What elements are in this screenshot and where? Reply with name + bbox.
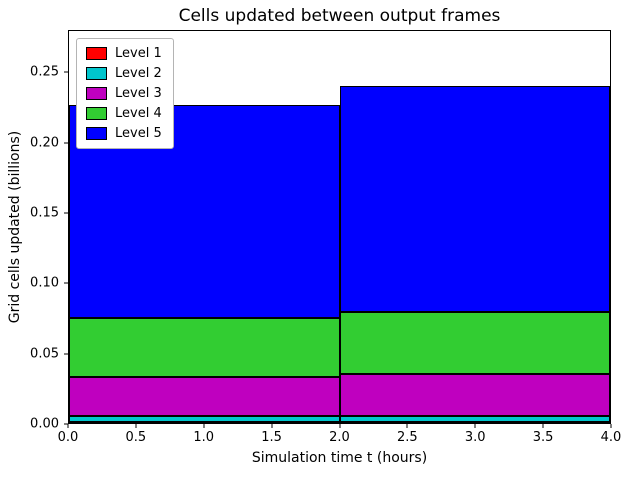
x-tick-label: 2.0 (329, 430, 350, 445)
y-tick-mark (64, 142, 68, 144)
legend-swatch-icon (86, 127, 107, 140)
bar-1-segment-level-3 (69, 376, 340, 417)
y-tick-mark (64, 71, 68, 73)
bar-1-segment-level-2 (69, 416, 340, 422)
legend-label: Level 4 (115, 106, 162, 121)
y-axis-ticks: 0.00 0.05 0.10 0.15 0.20 0.25 (0, 30, 68, 432)
y-tick-mark (64, 423, 68, 425)
legend-label: Level 2 (115, 66, 162, 81)
legend-label: Level 5 (115, 126, 162, 141)
x-tick-label: 0.0 (57, 430, 79, 445)
x-tick-mark (339, 424, 340, 428)
x-tick-label: 1.0 (193, 430, 215, 445)
chart-title: Cells updated between output frames (178, 6, 501, 26)
legend-item-level-1: Level 1 (86, 46, 162, 61)
y-tick-label: 0.20 (30, 135, 59, 151)
y-tick-label: 0.15 (30, 205, 59, 221)
x-tick-mark (203, 424, 205, 428)
x-tick-label: 3.5 (532, 430, 554, 445)
y-tick-label: 0.10 (30, 275, 59, 291)
bar-1-segment-level-4 (69, 318, 340, 377)
y-axis-label: Grid cells updated (billions) (7, 130, 23, 324)
x-tick-label: 0.5 (125, 430, 147, 445)
legend-swatch-icon (86, 47, 107, 60)
legend-swatch-icon (86, 67, 107, 80)
y-tick-label: 0.00 (30, 416, 59, 432)
x-tick-label: 1.5 (261, 430, 282, 445)
x-tick-mark (406, 424, 408, 428)
x-tick-label: 2.5 (397, 430, 418, 445)
legend-item-level-5: Level 5 (86, 126, 162, 141)
x-axis-label: Simulation time t (hours) (251, 450, 428, 466)
bar-2-segment-level-3 (339, 374, 610, 417)
legend-swatch-icon (86, 87, 107, 100)
x-tick-mark (542, 424, 544, 428)
legend-item-level-2: Level 2 (86, 66, 162, 81)
y-tick-mark (64, 212, 68, 214)
y-tick-mark (64, 282, 68, 284)
bar-2-segment-level-4 (339, 312, 610, 374)
x-tick-label: 3.0 (464, 430, 486, 445)
legend-swatch-icon (86, 107, 107, 120)
y-tick-label: 0.25 (30, 64, 59, 80)
bar-2-segment-level-2 (339, 416, 610, 422)
bar-2-segment-level-5 (339, 85, 610, 313)
legend-label: Level 1 (115, 46, 162, 61)
y-tick-mark (64, 353, 68, 355)
legend-item-level-4: Level 4 (86, 106, 162, 121)
x-tick-mark (271, 424, 273, 428)
x-axis-ticks: 0.0 0.5 1.0 1.5 2.0 2.5 3.0 3.5 4.0 (58, 424, 621, 450)
x-tick-mark (474, 424, 476, 428)
x-tick-mark (610, 424, 612, 428)
x-tick-mark (135, 424, 137, 428)
legend: Level 1 Level 2 Level 3 Level 4 Level 5 (76, 38, 174, 149)
x-tick-label: 4.0 (600, 430, 622, 445)
plot-area: Level 1 Level 2 Level 3 Level 4 Level 5 (68, 30, 611, 424)
legend-label: Level 3 (115, 86, 162, 101)
x-tick-mark (67, 424, 69, 428)
y-tick-label: 0.05 (30, 346, 59, 362)
legend-item-level-3: Level 3 (86, 86, 162, 101)
